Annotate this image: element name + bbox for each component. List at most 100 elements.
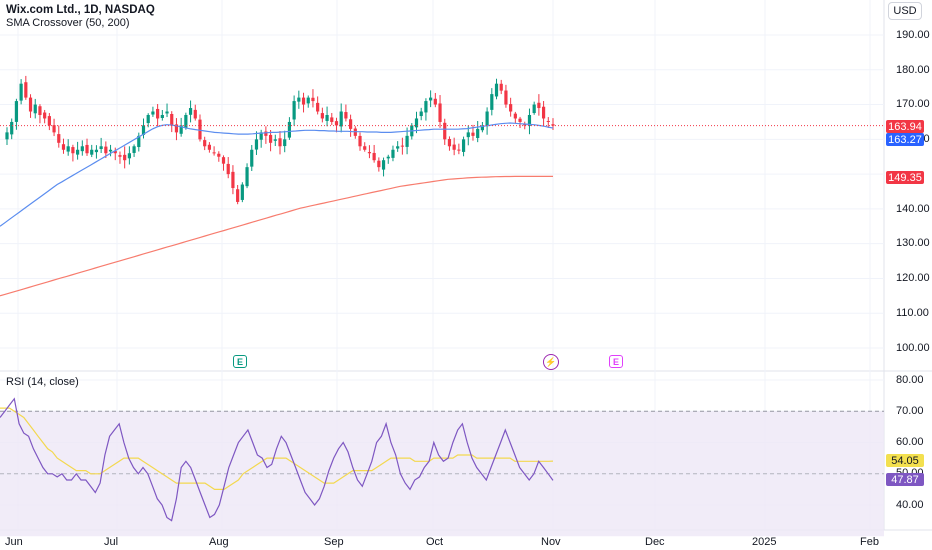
- candle-body: [433, 98, 437, 105]
- candle-body: [546, 120, 550, 122]
- rsi-legend[interactable]: RSI (14, close): [6, 376, 79, 388]
- candle-body: [518, 118, 522, 122]
- time-axis-label: Jun: [5, 536, 23, 548]
- candle-body: [320, 113, 324, 119]
- time-axis-label: Jul: [104, 536, 119, 548]
- candle-body: [57, 134, 61, 143]
- candle-body: [297, 97, 301, 102]
- candle-body: [90, 149, 94, 155]
- candle-body: [52, 125, 56, 133]
- last-price-badge: 163.94: [886, 120, 924, 133]
- candle-body: [245, 167, 249, 187]
- candle-body: [254, 139, 259, 150]
- price-axis-label: 130.00: [896, 237, 930, 249]
- candle-body: [76, 149, 80, 155]
- candle-body: [193, 109, 197, 119]
- candle-body: [466, 132, 470, 138]
- upcoming-earnings-event-icon[interactable]: E: [609, 355, 623, 368]
- candle-body: [292, 101, 296, 120]
- candle-body: [28, 97, 33, 112]
- candle-body: [334, 121, 339, 126]
- candle-body: [231, 171, 235, 189]
- candle-body: [184, 114, 188, 128]
- candle-body: [485, 111, 489, 127]
- candle-body: [461, 139, 466, 152]
- candle-body: [198, 119, 202, 140]
- candle-body: [14, 101, 19, 122]
- candle-body: [452, 144, 456, 150]
- candle-body: [118, 155, 122, 157]
- candle-body: [273, 139, 277, 141]
- candle-body: [226, 163, 230, 175]
- candle-body: [523, 124, 527, 126]
- currency-button[interactable]: USD: [888, 2, 922, 20]
- candle-body: [179, 125, 183, 134]
- rsi-axis-label: 70.00: [896, 405, 924, 417]
- candle-body: [391, 149, 395, 158]
- candle-body: [146, 114, 150, 124]
- candle-body: [424, 101, 428, 113]
- candle-body: [541, 106, 546, 119]
- candle-body: [61, 144, 66, 150]
- rsi-line: [0, 397, 554, 522]
- price-axis-label: 190.00: [896, 29, 930, 41]
- price-axis-label: 120.00: [896, 272, 930, 284]
- candle-body: [311, 97, 315, 102]
- rsi-axis-label: 40.00: [896, 499, 924, 511]
- candle-body: [236, 189, 240, 202]
- candle-body: [132, 146, 136, 153]
- candle-body: [339, 111, 343, 127]
- candle-body: [363, 146, 367, 150]
- candle-body: [170, 113, 174, 126]
- earnings-event-icon[interactable]: E: [233, 355, 247, 368]
- candle-body: [259, 132, 263, 140]
- candle-body: [113, 150, 117, 154]
- candle-body: [349, 119, 353, 129]
- candle-body: [156, 108, 160, 119]
- candle-body: [513, 113, 517, 119]
- candle-body: [71, 147, 75, 154]
- candle-body: [301, 97, 306, 105]
- candle-body: [499, 83, 503, 91]
- candle-body: [165, 111, 169, 114]
- candle-body: [381, 160, 386, 170]
- candle-body: [99, 146, 103, 150]
- candle-body: [127, 153, 131, 159]
- candle-body: [212, 152, 216, 154]
- symbol-title[interactable]: Wix.com Ltd., 1D, NASDAQ: [6, 4, 155, 16]
- indicator-legend[interactable]: SMA Crossover (50, 200): [6, 17, 130, 29]
- price-axis-label: 140.00: [896, 203, 930, 215]
- candle-body: [287, 121, 292, 138]
- candle-body: [47, 116, 51, 126]
- sma200-line: [0, 175, 553, 297]
- candle-body: [344, 112, 348, 119]
- candle-body: [396, 146, 400, 149]
- candle-body: [19, 83, 23, 101]
- price-axis-label: 110.00: [896, 307, 929, 319]
- candle-body: [358, 135, 362, 147]
- candle-body: [419, 111, 423, 117]
- candle-body: [443, 122, 447, 140]
- candle-body: [438, 103, 442, 122]
- candle-body: [151, 111, 155, 115]
- candle-body: [94, 149, 99, 153]
- candle-body: [123, 154, 127, 161]
- candle-body: [85, 144, 89, 154]
- candle-body: [160, 114, 164, 119]
- price-axis-label: 180.00: [896, 64, 930, 76]
- candle-body: [400, 145, 404, 147]
- candle-body: [480, 125, 484, 131]
- time-axis-label: 2025: [752, 536, 777, 548]
- candle-body: [268, 134, 273, 143]
- candle-body: [66, 146, 70, 152]
- candle-body: [137, 135, 141, 148]
- candle-body: [278, 138, 282, 147]
- candle-body: [551, 124, 555, 126]
- candle-body: [207, 144, 211, 150]
- candle-body: [532, 104, 536, 114]
- dividend-event-icon[interactable]: ⚡: [543, 354, 559, 370]
- candle-body: [33, 104, 37, 114]
- candle-body: [217, 153, 221, 157]
- sma50-line: [0, 122, 554, 227]
